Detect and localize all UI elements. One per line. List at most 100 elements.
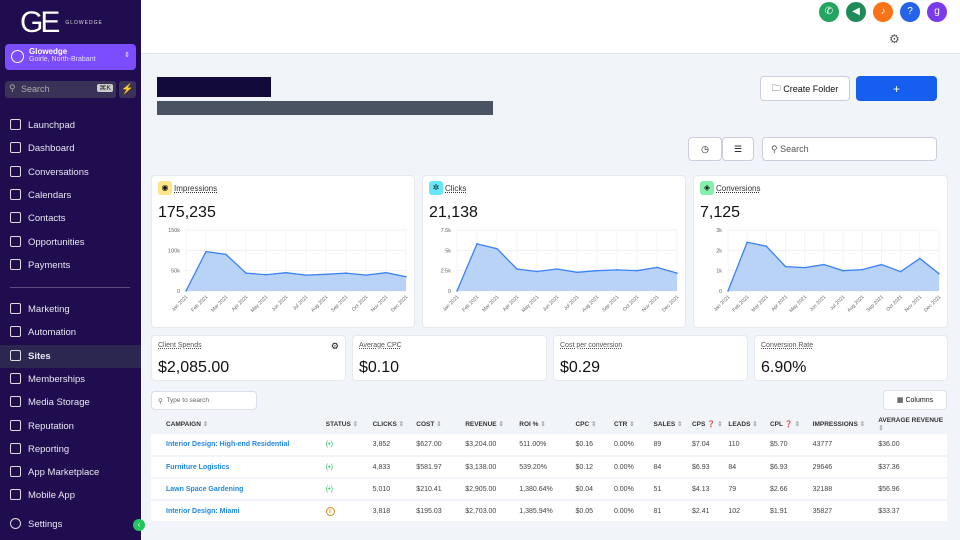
column-header-impressions[interactable]: IMPRESSIONS ⇕ bbox=[812, 414, 879, 434]
column-header-cps[interactable]: CPS ❓ ⇕ bbox=[691, 414, 729, 434]
gear-icon[interactable]: ⚙ bbox=[330, 341, 339, 351]
column-header-leads[interactable]: LEADS ⇕ bbox=[728, 414, 770, 434]
sidebar-item-memberships[interactable]: Memberships bbox=[0, 368, 141, 391]
column-header-status[interactable]: STATUS ⇕ bbox=[325, 414, 373, 434]
phone-icon[interactable]: ✆ bbox=[819, 2, 839, 22]
chart-total: 175,235 bbox=[158, 204, 216, 221]
sort-icon: ⇕ bbox=[398, 421, 405, 428]
sidebar-item-launchpad[interactable]: Launchpad bbox=[0, 114, 141, 137]
sidebar-item-conversations[interactable]: Conversations bbox=[0, 161, 141, 184]
campaign-link[interactable]: Furniture Logistics bbox=[151, 456, 326, 479]
cell-revenue: $3,138.00 bbox=[465, 456, 520, 479]
list-view-icon[interactable]: ☰ bbox=[722, 137, 754, 161]
button-label: Columns bbox=[905, 396, 934, 404]
cell-sales: 89 bbox=[653, 434, 692, 457]
x-tick-label: Jan 2021 bbox=[171, 294, 190, 313]
sidebar-item-reputation[interactable]: Reputation bbox=[0, 415, 141, 438]
y-tick-label: 100k bbox=[168, 248, 180, 254]
column-header-roi-[interactable]: ROI % ⇕ bbox=[519, 414, 576, 434]
sidebar-item-contacts[interactable]: Contacts bbox=[0, 207, 141, 230]
campaign-link[interactable]: Interior Design: High-end Residential bbox=[151, 434, 326, 457]
data-point bbox=[516, 268, 518, 270]
column-header-cpl[interactable]: CPL ❓ ⇕ bbox=[769, 414, 813, 434]
sidebar-item-label: Conversations bbox=[28, 166, 89, 178]
cell-cost: $195.03 bbox=[416, 500, 466, 523]
sidebar-search[interactable]: ⚲ Search ⌘K bbox=[5, 81, 116, 98]
clock-view-icon[interactable]: ◷ bbox=[688, 137, 722, 161]
sidebar-item-marketing[interactable]: Marketing bbox=[0, 298, 141, 321]
add-button[interactable]: + bbox=[856, 76, 937, 101]
sidebar-item-mobile-app[interactable]: Mobile App bbox=[0, 484, 141, 507]
x-tick-label: Dec 2021 bbox=[390, 294, 410, 314]
sidebar-item-label: Reporting bbox=[28, 443, 70, 455]
search-placeholder: Search bbox=[21, 84, 50, 94]
column-header-revenue[interactable]: REVENUE ⇕ bbox=[465, 414, 520, 434]
campaign-link[interactable]: Interior Design: Miami bbox=[151, 500, 326, 523]
sidebar-item-opportunities[interactable]: Opportunities bbox=[0, 231, 141, 254]
column-header-clicks[interactable]: CLICKS ⇕ bbox=[372, 414, 417, 434]
gear-icon[interactable]: ⚙ bbox=[889, 32, 900, 46]
cell-average-revenue: $36.00 bbox=[878, 434, 947, 457]
columns-button[interactable]: ▦ Columns bbox=[883, 390, 947, 410]
metric-label: Average CPC bbox=[359, 342, 402, 349]
sidebar-item-payments[interactable]: Payments bbox=[0, 254, 141, 277]
cell-cps: $4.13 bbox=[691, 478, 729, 501]
x-tick-label: Oct 2021 bbox=[885, 294, 904, 313]
data-point bbox=[496, 247, 498, 250]
sidebar-item-dashboard[interactable]: Dashboard bbox=[0, 137, 141, 160]
cell-cost: $581.97 bbox=[416, 456, 466, 479]
area-fill bbox=[728, 242, 939, 291]
sidebar-item-calendars[interactable]: Calendars bbox=[0, 184, 141, 207]
page-title-redacted bbox=[157, 77, 271, 97]
cell-clicks: 5,010 bbox=[372, 478, 417, 501]
account-switcher[interactable]: Glowedge Goirle, North-Brabant ⇕ bbox=[5, 44, 136, 70]
column-header-cpc[interactable]: CPC ⇕ bbox=[575, 414, 614, 434]
top-bar: ✆ ◀ ♪ ? g ⚙ bbox=[141, 0, 960, 54]
collapse-sidebar-button[interactable]: ‹ bbox=[133, 519, 145, 531]
help-icon[interactable]: ? bbox=[900, 2, 920, 22]
area-fill bbox=[186, 251, 406, 291]
column-header-ctr[interactable]: CTR ⇕ bbox=[613, 414, 654, 434]
data-point bbox=[456, 290, 458, 292]
bell-icon[interactable]: ♪ bbox=[873, 2, 893, 22]
megaphone-icon[interactable]: ◀ bbox=[846, 2, 866, 22]
sidebar-item-settings[interactable]: Settings bbox=[0, 513, 141, 536]
grid-icon: ▦ bbox=[896, 397, 906, 404]
sidebar-item-reporting[interactable]: Reporting bbox=[0, 438, 141, 461]
search-input[interactable]: ⚲ Search bbox=[762, 137, 937, 161]
x-tick-label: Sep 2021 bbox=[865, 294, 885, 314]
sidebar-item-automation[interactable]: Automation bbox=[0, 321, 141, 344]
x-tick-label: Dec 2021 bbox=[661, 294, 681, 314]
quick-action-bolt-icon[interactable]: ⚡ bbox=[119, 81, 136, 98]
table-search-input[interactable]: ⚲ Type to search bbox=[151, 391, 257, 410]
cell-roi-: 1,380.64% bbox=[519, 478, 576, 501]
sidebar-item-media-storage[interactable]: Media Storage bbox=[0, 391, 141, 414]
x-tick-label: Mar 2021 bbox=[210, 294, 229, 313]
cell-roi-: 1,385.94% bbox=[519, 500, 576, 523]
column-header-sales[interactable]: SALES ⇕ bbox=[653, 414, 692, 434]
cell-cps: $2.41 bbox=[691, 500, 729, 523]
divider bbox=[10, 287, 130, 288]
y-tick-label: 0 bbox=[448, 289, 451, 295]
campaign-link[interactable]: Lawn Space Gardening bbox=[151, 478, 326, 501]
paused-status-icon: II bbox=[325, 506, 335, 516]
column-header-average-revenue[interactable]: AVERAGE REVENUE ⇕ bbox=[878, 414, 947, 434]
data-point bbox=[325, 273, 327, 276]
chart-card-clicks: ✲ Clicks 21,138 0 2.5k 5k 7.5k Jan 2021 Feb 2021… bbox=[422, 175, 686, 328]
account-location: Goirle, North-Brabant bbox=[29, 56, 96, 63]
automation-icon bbox=[10, 326, 21, 338]
column-header-campaign[interactable]: CAMPAIGN ⇕ bbox=[151, 414, 326, 434]
metric-conversion-rate: Conversion Rate 6.90% bbox=[754, 335, 948, 381]
sort-icon: ⇕ bbox=[717, 421, 723, 428]
avatar[interactable]: g bbox=[927, 2, 947, 22]
data-point bbox=[185, 290, 187, 292]
cell-leads: 102 bbox=[728, 500, 770, 523]
sidebar-item-sites[interactable]: Sites bbox=[0, 344, 141, 368]
search-icon: ⚲ bbox=[9, 83, 16, 93]
cell-clicks: 3,852 bbox=[372, 434, 417, 457]
column-header-cost[interactable]: COST ⇕ bbox=[416, 414, 466, 434]
header-label: SALES bbox=[653, 421, 676, 428]
create-folder-button[interactable]: 🗀 Create Folder bbox=[760, 76, 850, 101]
sidebar-item-app-marketplace[interactable]: App Marketplace bbox=[0, 461, 141, 484]
x-tick-label: May 2021 bbox=[521, 294, 541, 314]
